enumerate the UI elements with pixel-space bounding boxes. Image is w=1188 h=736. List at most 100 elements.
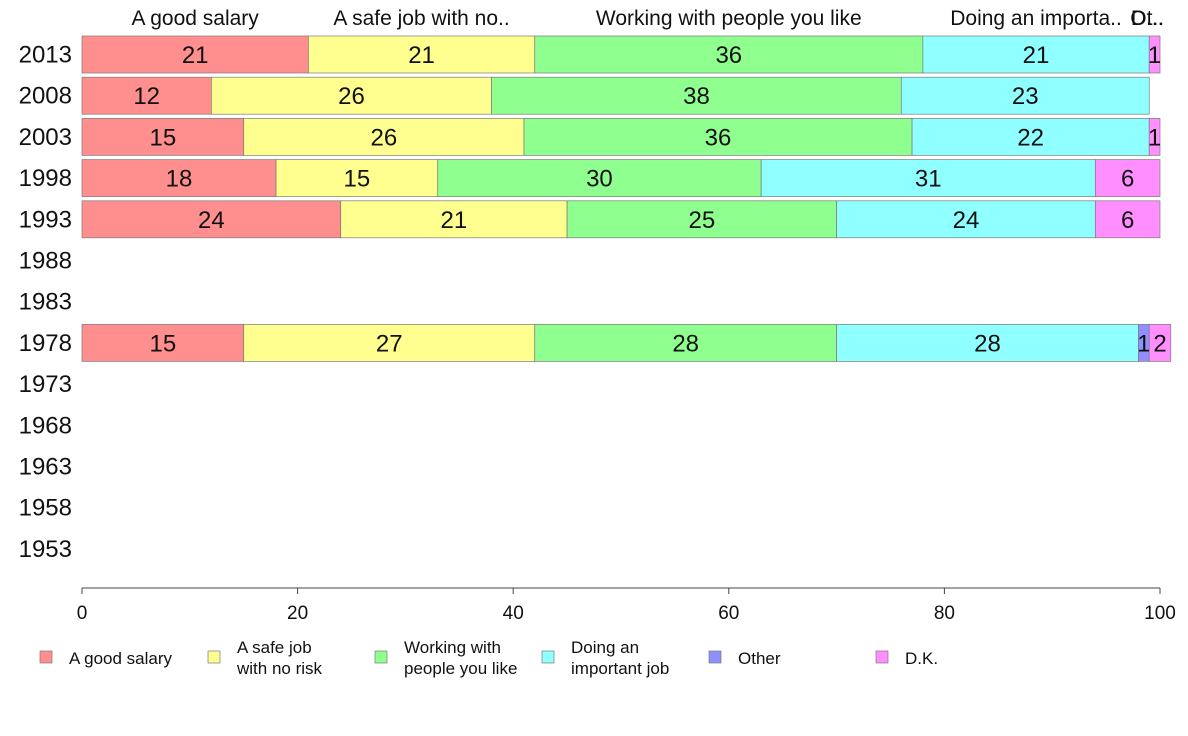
bar-segment-1998-5 [1094,159,1161,197]
bar-segment-2003-5 [1148,118,1161,156]
year-label-1993: 1993 [19,206,72,233]
segment-value-2013-1: 21 [408,42,435,69]
legend-swatch-4 [708,650,722,664]
bar-segment-2013-3 [922,35,1150,74]
segment-value-1978-4: 1 [1137,330,1150,357]
segment-value-2003-1: 26 [370,124,397,151]
top-label-3: Doing an importa.. [950,7,1122,30]
year-label-2008: 2008 [19,83,72,110]
bar-segment-1998-0 [81,159,277,197]
bar-segment-2008-2 [491,76,902,115]
year-label-2013: 2013 [19,42,72,69]
segment-value-1978-1: 27 [376,330,403,357]
year-label-1973: 1973 [19,371,72,398]
bar-segment-2013-2 [534,35,924,74]
x-tick-label-0: 0 [77,603,88,624]
segment-value-1993-3: 24 [953,207,980,234]
x-tick-label-2: 40 [503,603,524,624]
segment-value-2003-0: 15 [149,124,176,151]
bar-segment-1978-1 [243,324,536,362]
segment-value-1978-5: 2 [1153,330,1166,357]
x-tick-label-1: 20 [287,603,308,624]
legend-label-2-0: Working with [404,638,501,657]
segment-value-1998-2: 30 [586,166,613,193]
segment-value-2008-1: 26 [338,83,365,110]
bar-segment-1993-2 [566,200,837,239]
bar-segment-2003-1 [243,118,525,156]
bar-segment-1998-2 [437,159,762,197]
segment-value-2003-2: 36 [705,124,732,151]
bar-segment-1993-1 [340,200,568,239]
bar-segment-1978-5 [1148,324,1172,362]
bar-segment-2013-5 [1148,35,1161,74]
year-label-1998: 1998 [19,165,72,192]
bar-segment-1998-3 [760,159,1096,197]
year-label-1978: 1978 [19,330,72,357]
segment-value-1998-1: 15 [344,166,371,193]
year-label-1963: 1963 [19,454,72,481]
segment-value-1978-2: 28 [672,330,699,357]
legend-label-1-0: A safe job [237,638,312,657]
bar-segment-2003-2 [523,118,913,156]
bar-segment-2003-3 [911,118,1150,156]
bar-segment-2008-1 [211,76,492,115]
legend-label-3-1: important job [571,659,669,678]
bar-segment-2008-0 [81,76,212,115]
segment-value-2003-5: 1 [1148,124,1161,151]
top-label-5: D... [1131,7,1164,30]
segment-value-1993-0: 24 [198,207,225,234]
bar-segment-2008-3 [900,76,1150,115]
segment-value-1998-3: 31 [915,166,942,193]
legend-label-1-1: with no risk [236,659,323,678]
bar-segment-1993-0 [81,200,342,239]
segment-value-2008-2: 38 [683,83,710,110]
x-tick-label-5: 100 [1144,603,1176,624]
bar-segment-2013-0 [81,35,309,74]
bar-segment-1978-0 [81,324,245,362]
x-tick-label-3: 60 [718,603,739,624]
bar-segment-1993-3 [836,200,1096,239]
segment-value-2003-3: 22 [1017,124,1044,151]
segment-value-1978-3: 28 [974,330,1001,357]
segment-value-2008-0: 12 [133,83,160,110]
legend-swatch-3 [541,650,555,664]
segment-value-2013-3: 21 [1023,42,1050,69]
segment-value-1993-1: 21 [441,207,468,234]
year-label-1953: 1953 [19,536,72,563]
segment-value-1993-5: 6 [1121,207,1134,234]
legend-label-0: A good salary [69,649,173,668]
x-tick-label-4: 80 [934,603,955,624]
segment-value-2008-3: 23 [1012,83,1039,110]
top-label-0: A good salary [132,7,260,30]
top-label-1: A safe job with no.. [333,7,509,30]
bar-segment-2013-1 [308,35,536,74]
segment-value-1998-0: 18 [166,166,193,193]
segment-value-2013-5: 1 [1148,42,1161,69]
segment-value-1993-2: 25 [688,207,715,234]
year-label-1988: 1988 [19,248,72,275]
legend-label-5: D.K. [905,649,938,668]
year-label-2003: 2003 [19,124,72,151]
year-label-1968: 1968 [19,412,72,439]
bar-segment-1993-5 [1094,200,1161,239]
legend-label-4: Other [738,649,781,668]
legend-label-2-1: people you like [404,659,517,678]
bar-segment-1978-2 [534,324,837,362]
segment-value-1978-0: 15 [149,330,176,357]
year-label-1983: 1983 [19,289,72,316]
segment-value-1998-5: 6 [1121,166,1134,193]
segment-value-2013-0: 21 [182,42,209,69]
bar-segment-2003-0 [81,118,245,156]
top-label-4: Ot.. [1130,7,1164,30]
legend-swatch-5 [875,650,889,664]
bar-segment-1998-1 [275,159,439,197]
segment-value-2013-2: 36 [715,42,742,69]
top-label-2: Working with people you like [596,7,862,30]
legend-swatch-0 [39,650,53,664]
bar-segment-1978-3 [836,324,1139,362]
year-label-1958: 1958 [19,495,72,522]
legend-swatch-2 [374,650,388,664]
legend-swatch-1 [207,650,221,664]
